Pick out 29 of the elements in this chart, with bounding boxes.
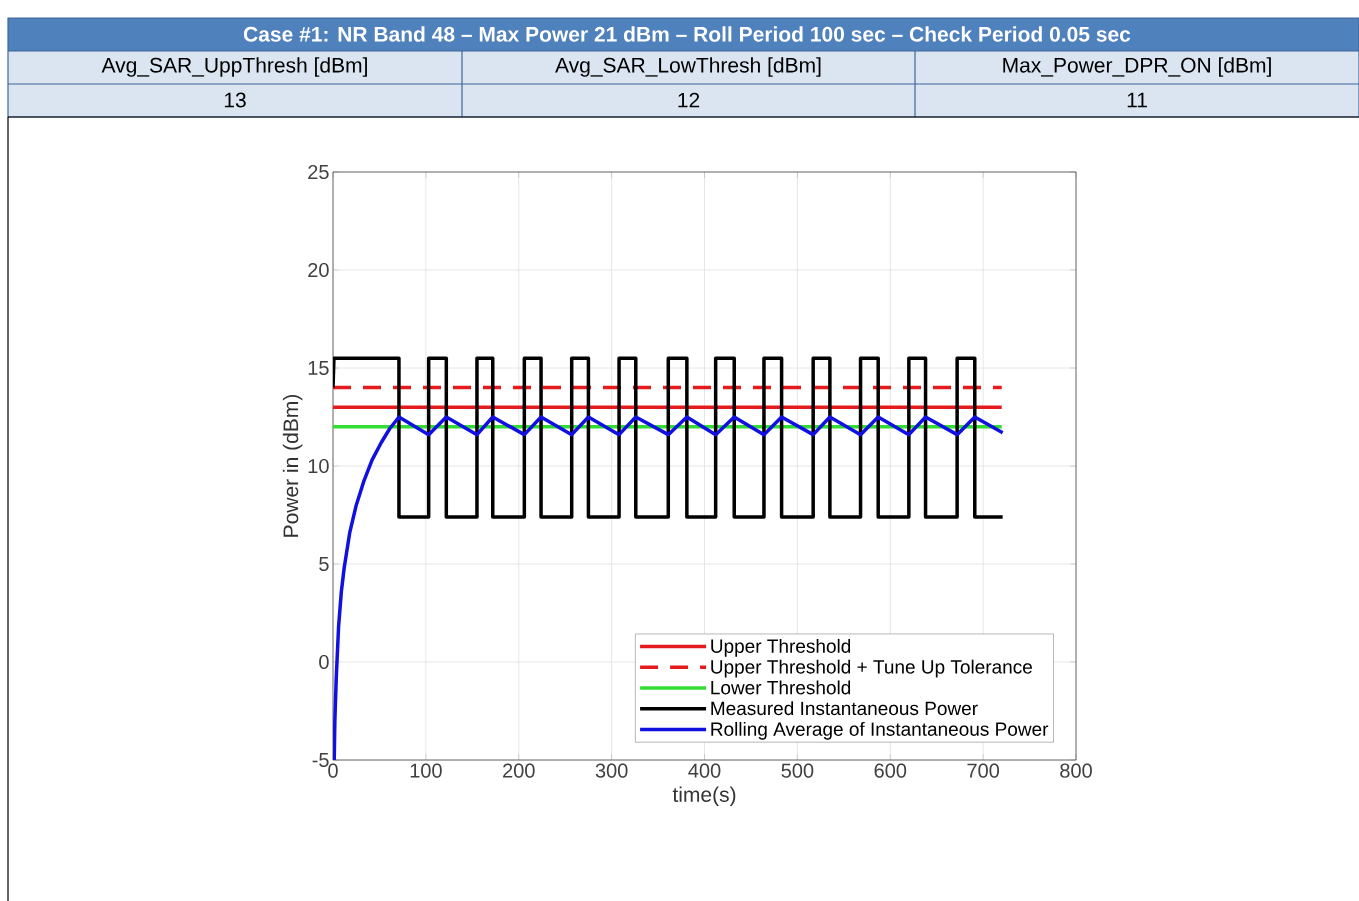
legend-label: Upper Threshold + Tune Up Tolerance xyxy=(711,659,1032,678)
legend-label: Upper Threshold xyxy=(711,638,851,657)
x-tick-label: 200 xyxy=(503,763,535,778)
y-tick-label: 20 xyxy=(308,262,329,278)
legend-label: Rolling Average of Instantaneous Power xyxy=(711,721,1049,740)
x-axis-title: time(s) xyxy=(672,786,736,807)
y-axis-title: Power in (dBm) xyxy=(282,395,303,537)
text: Avg_SAR_LowThresh [dBm] xyxy=(555,57,821,77)
y-tick-label: 5 xyxy=(319,557,329,571)
text: Max_Power_DPR_ON [dBm] xyxy=(1003,57,1271,77)
legend-label: Measured Instantaneous Power xyxy=(711,701,978,716)
y-tick-label: 0 xyxy=(319,654,329,670)
y-tick-label: 25 xyxy=(308,164,329,180)
chart-title: Case #1: NR Band 48 – Max Power 21 dBm – Roll Period 100 sec – Check Period 0.05 sec xyxy=(243,26,1131,42)
x-tick-label: 700 xyxy=(967,763,1000,778)
y-tick-label: -5 xyxy=(312,753,329,767)
y-tick-label: 10 xyxy=(308,458,329,474)
text: 12 xyxy=(678,92,700,108)
x-tick-label: 500 xyxy=(781,763,814,778)
x-tick-label: 100 xyxy=(410,763,442,778)
x-tick-label: 800 xyxy=(1060,763,1092,778)
text: 13 xyxy=(224,92,246,108)
x-tick-label: 300 xyxy=(595,763,628,778)
x-tick-label: 400 xyxy=(688,763,721,778)
legend-label: Lower Threshold xyxy=(711,680,851,695)
x-tick-label: 600 xyxy=(874,763,907,778)
y-tick-label: 15 xyxy=(308,361,329,375)
text: 11 xyxy=(1127,92,1147,108)
text: Avg_SAR_UppThresh [dBm] xyxy=(101,57,367,77)
